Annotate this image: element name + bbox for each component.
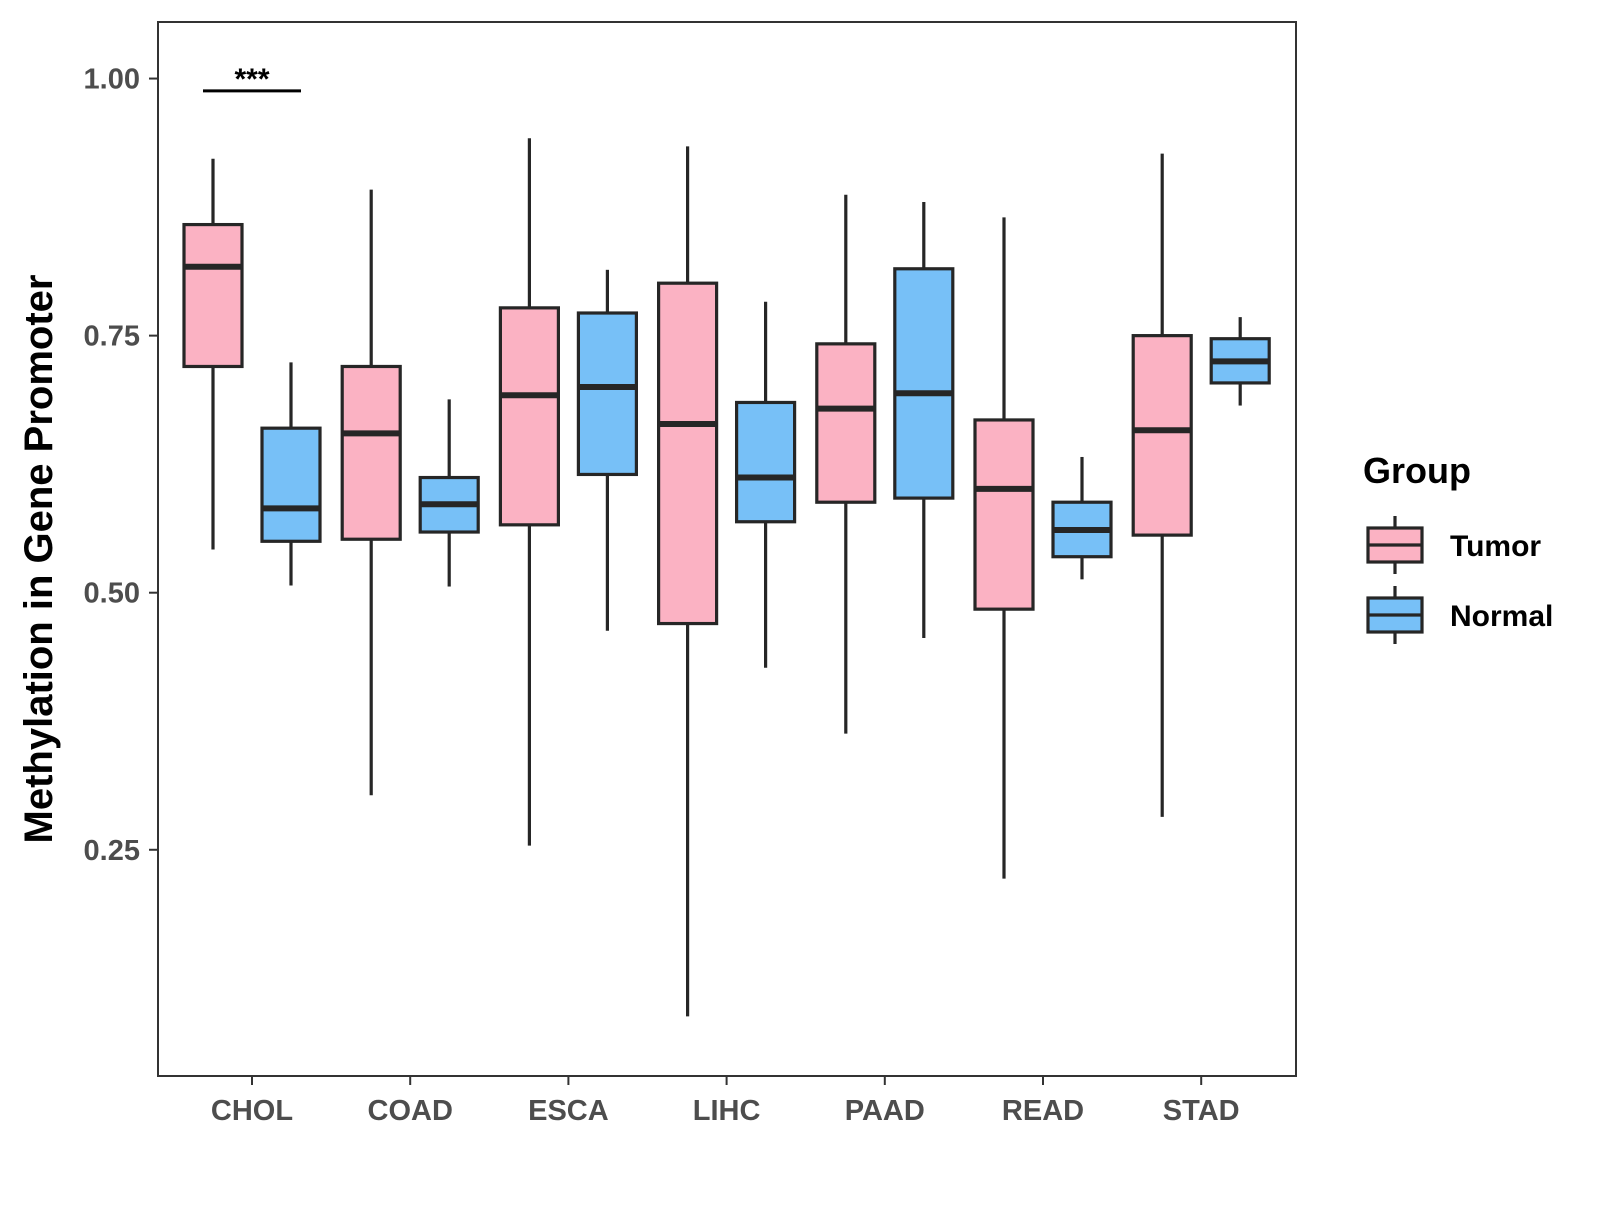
box-body — [576, 311, 639, 477]
plot-panel-border — [157, 21, 1297, 1077]
box-tumor-esca — [498, 138, 560, 846]
y-tick-label: 0.75 — [84, 321, 140, 353]
box-body — [734, 400, 797, 524]
box-normal-chol — [260, 362, 322, 586]
box-body — [656, 281, 719, 626]
box-tumor-lihc — [656, 146, 719, 1017]
y-tick-label: 0.25 — [84, 835, 140, 867]
x-tick-label: PAAD — [845, 1095, 925, 1127]
box-normal-stad — [1209, 317, 1271, 406]
box-normal-coad — [418, 399, 480, 587]
x-axis: CHOL COAD ESCA LIHC PAAD READ STAD — [211, 1076, 1240, 1127]
x-tick-label: COAD — [368, 1095, 453, 1127]
annotation-layer: *** — [203, 63, 301, 96]
box-normal-esca — [576, 269, 639, 631]
box-normal-lihc — [734, 301, 797, 668]
box-tumor-chol — [182, 158, 244, 550]
y-tick-label: 0.50 — [84, 578, 140, 610]
boxes-layer — [182, 138, 1271, 1017]
x-tick-label: LIHC — [693, 1095, 761, 1127]
legend-label-tumor: Tumor — [1450, 530, 1541, 563]
legend-key-normal — [1366, 586, 1424, 644]
box-normal-paad — [893, 201, 955, 638]
x-tick-label: STAD — [1163, 1095, 1240, 1127]
box-body — [893, 267, 955, 500]
legend-key-tumor — [1366, 516, 1424, 574]
box-tumor-read — [973, 217, 1035, 879]
box-body — [182, 222, 244, 369]
box-body — [260, 426, 322, 543]
box-body — [973, 418, 1035, 611]
legend-title: Group — [1363, 450, 1471, 491]
y-axis: 0.25 0.50 0.75 1.00 — [84, 64, 158, 867]
y-axis-title: Methylation in Gene Promoter — [17, 275, 61, 844]
box-body — [815, 342, 877, 504]
box-body — [340, 364, 402, 541]
box-tumor-coad — [340, 189, 402, 796]
box-normal-read — [1051, 456, 1113, 580]
x-tick-label: ESCA — [528, 1095, 609, 1127]
box-tumor-paad — [815, 194, 877, 734]
x-tick-label: READ — [1002, 1095, 1084, 1127]
box-tumor-stad — [1131, 153, 1193, 817]
x-tick-label: CHOL — [211, 1095, 293, 1127]
box-body — [1131, 334, 1193, 537]
significance-label: *** — [234, 63, 269, 96]
legend-label-normal: Normal — [1450, 600, 1553, 633]
legend: Group Tumor Normal — [1363, 450, 1553, 644]
box-body — [498, 306, 560, 527]
y-tick-label: 1.00 — [84, 64, 140, 96]
